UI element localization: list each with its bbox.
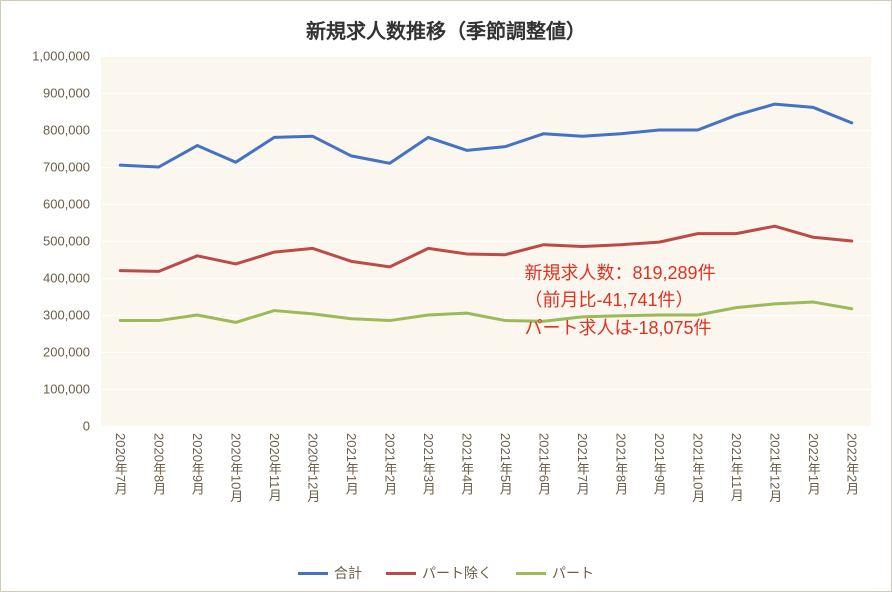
x-tick-label: 2021年10月 xyxy=(688,433,707,502)
x-tick-label: 2021年4月 xyxy=(457,433,476,495)
x-tick-label: 2020年7月 xyxy=(111,433,130,495)
legend-swatch xyxy=(516,572,546,575)
y-axis: 0100,000200,000300,000400,000500,000600,… xyxy=(1,56,96,426)
series-line xyxy=(120,226,852,271)
x-tick-label: 2021年1月 xyxy=(342,433,361,495)
chart-container: 新規求人数推移（季節調整値） 0 100,000 200,000 300,000 400… xyxy=(0,0,892,592)
y-tick-label: 500,000 xyxy=(43,234,90,249)
y-tick-label: 100,000 xyxy=(43,382,90,397)
x-tick-label: 2021年8月 xyxy=(611,433,630,495)
y-tick-label: 400,000 xyxy=(43,271,90,286)
plot-area: 新規求人数：819,289件（前月比-41,741件）パート求人は-18,075… xyxy=(101,56,871,426)
legend-swatch xyxy=(386,572,416,575)
x-tick-label: 2020年8月 xyxy=(149,433,168,495)
x-axis: 2020年7月 2020年8月 2020年9月 2020年10月 2020年11月 202… xyxy=(101,429,871,534)
x-tick-label: 2021年7月 xyxy=(573,433,592,495)
legend-label: パート xyxy=(552,563,594,583)
legend-item: パート xyxy=(516,563,594,583)
x-tick-label: 2021年12月 xyxy=(765,433,784,502)
chart-title: 新規求人数推移（季節調整値） xyxy=(1,1,891,54)
y-tick-label: 700,000 xyxy=(43,160,90,175)
legend-swatch xyxy=(298,572,328,575)
x-tick-label: 2020年12月 xyxy=(303,433,322,502)
series-line xyxy=(120,104,852,167)
y-tick-label: 1,000,000 xyxy=(32,49,90,64)
y-tick-label: 600,000 xyxy=(43,197,90,212)
x-tick-label: 2022年1月 xyxy=(804,433,823,495)
x-tick-label: 2021年6月 xyxy=(534,433,553,495)
chart-lines-svg xyxy=(101,56,871,426)
series-line xyxy=(120,302,852,322)
x-tick-label: 2022年2月 xyxy=(842,433,861,495)
legend-item: パート除く xyxy=(386,563,492,583)
y-tick-label: 200,000 xyxy=(43,345,90,360)
x-tick-label: 2021年11月 xyxy=(727,433,746,501)
legend-label: パート除く xyxy=(422,563,492,583)
x-tick-label: 2020年11月 xyxy=(265,433,284,501)
x-tick-label: 2021年2月 xyxy=(380,433,399,495)
y-tick-label: 0 xyxy=(83,419,90,434)
legend-label: 合計 xyxy=(334,563,362,583)
x-tick-label: 2020年9月 xyxy=(188,433,207,495)
chart-legend: 合計 パート除く パート xyxy=(1,562,891,584)
legend-item: 合計 xyxy=(298,563,362,583)
annotation-line: パート求人は-18,075件 xyxy=(525,315,716,343)
x-tick-label: 2021年9月 xyxy=(650,433,669,495)
annotation-line: 新規求人数：819,289件 xyxy=(525,260,716,288)
x-tick-label: 2021年3月 xyxy=(419,433,438,495)
chart-annotation: 新規求人数：819,289件（前月比-41,741件）パート求人は-18,075… xyxy=(525,260,716,344)
y-tick-label: 800,000 xyxy=(43,123,90,138)
annotation-line: （前月比-41,741件） xyxy=(525,287,716,315)
y-tick-label: 300,000 xyxy=(43,308,90,323)
x-tick-label: 2020年10月 xyxy=(226,433,245,502)
y-tick-label: 900,000 xyxy=(43,86,90,101)
x-tick-label: 2021年5月 xyxy=(496,433,515,495)
